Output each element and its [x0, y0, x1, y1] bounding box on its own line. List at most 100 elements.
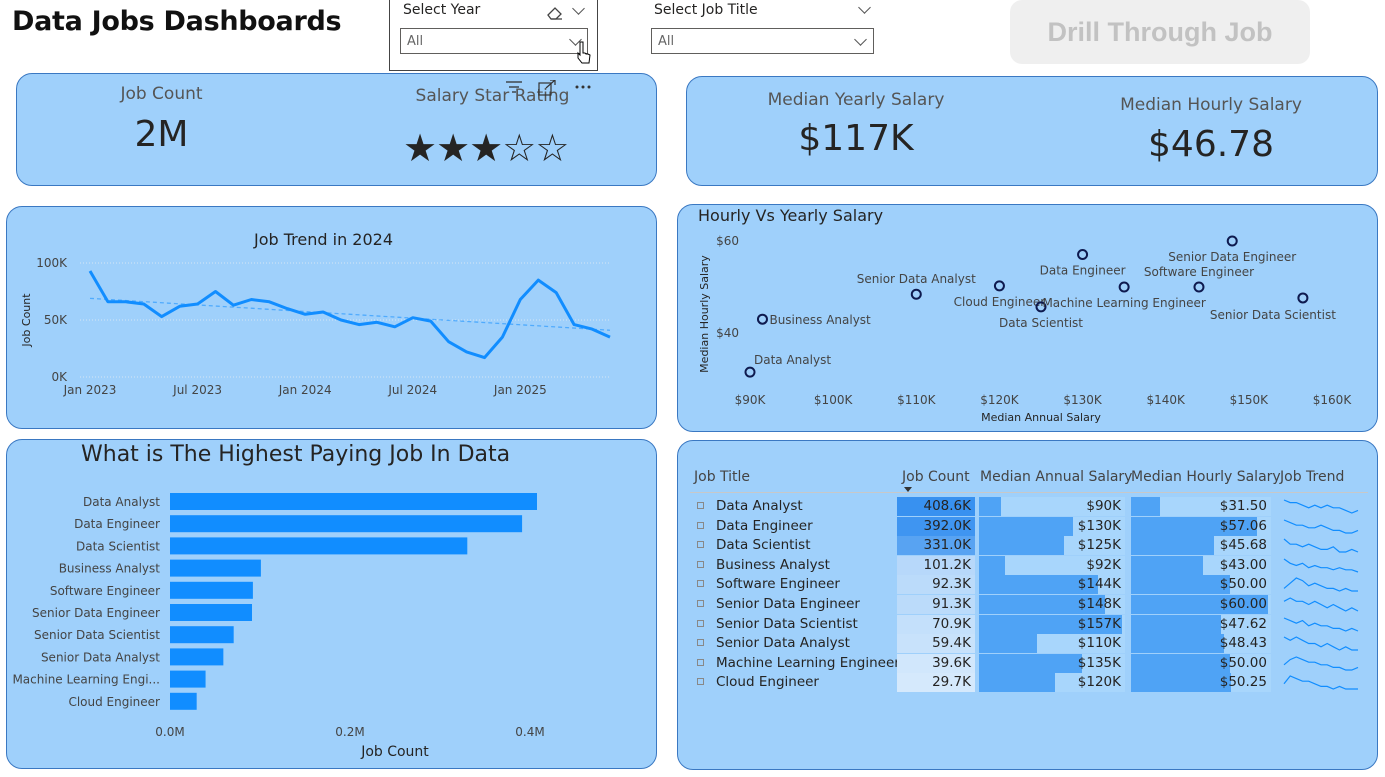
cell-job-trend-sparkline — [1283, 577, 1358, 593]
table-row[interactable]: Senior Data Scientist 70.9K $157K $47.62 — [690, 614, 1370, 634]
y-tick-label: $40 — [716, 326, 739, 340]
scatter-card — [677, 204, 1378, 432]
star-filled-icon: ★ — [436, 126, 470, 170]
star-empty-icon: ☆ — [535, 126, 569, 170]
expand-row-icon[interactable] — [697, 560, 704, 568]
star-filled-icon: ★ — [403, 126, 437, 170]
cell-job-count: 101.2K — [897, 555, 975, 575]
job-title-dropdown[interactable]: All — [651, 28, 874, 54]
scatter-point — [1226, 235, 1238, 247]
cell-median-hourly: $50.25 — [1131, 673, 1271, 693]
cell-job-trend-sparkline — [1283, 617, 1359, 632]
table-row[interactable]: Business Analyst 101.2K $92K $43.00 — [690, 555, 1370, 575]
x-tick-label: $150K — [1230, 393, 1270, 407]
x-tick-label: 0.4M — [515, 725, 544, 739]
job-trend-card — [6, 206, 657, 429]
bar — [170, 692, 197, 710]
expand-row-icon[interactable] — [697, 521, 704, 529]
data-bar — [979, 536, 1065, 556]
cell-job-count: 331.0K — [897, 536, 975, 556]
table-row[interactable]: Data Analyst 408.6K $90K $31.50 — [690, 497, 1370, 516]
sparkline — [1283, 636, 1358, 651]
slicer-collapse-chevron-icon[interactable] — [858, 1, 871, 14]
table-row[interactable]: Machine Learning Engineer 39.6K $135K $50.0… — [690, 653, 1370, 673]
year-dropdown[interactable]: All — [400, 28, 588, 54]
x-tick-label: Jul 2024 — [387, 383, 437, 397]
cell-median-annual-text: $144K — [1077, 576, 1121, 593]
cell-median-annual-text: $110K — [1077, 635, 1121, 652]
cell-median-annual: $125K — [979, 536, 1125, 556]
cell-job-title: Senior Data Engineer — [716, 596, 860, 612]
cell-job-count-text: 91.3K — [932, 596, 971, 612]
sparkline — [1283, 656, 1359, 671]
cell-median-hourly-text: $50.00 — [1219, 654, 1267, 671]
table-row[interactable]: Cloud Engineer 29.7K $120K $50.25 — [690, 673, 1370, 693]
scatter-point — [1193, 281, 1205, 293]
bar — [170, 515, 523, 533]
data-bar — [979, 555, 1005, 575]
cell-median-annual-text: $130K — [1077, 517, 1121, 534]
kpi-card-jobs — [16, 73, 657, 186]
star-filled-icon: ★ — [469, 126, 503, 170]
point-label: Data Scientist — [999, 316, 1083, 330]
expand-row-icon[interactable] — [697, 639, 704, 647]
col-header-median-hourly-salary[interactable]: Median Hourly Salary — [1131, 469, 1281, 485]
x-tick-label: 0.0M — [155, 725, 184, 739]
col-header-job-trend[interactable]: Job Trend — [1280, 469, 1345, 485]
category-label: Data Analyst — [83, 495, 160, 509]
col-header-median-annual-salary[interactable]: Median Annual Salary — [980, 469, 1133, 485]
table-row[interactable]: Data Engineer 392.0K $130K $57.06 — [690, 516, 1370, 536]
job-count-label: Job Count — [120, 84, 203, 104]
year-dropdown-value: All — [407, 34, 424, 49]
eraser-icon[interactable] — [545, 4, 565, 20]
expand-row-icon[interactable] — [697, 600, 704, 607]
table-row[interactable]: Senior Data Engineer 91.3K $148K $60.00 — [690, 595, 1370, 614]
sparkline — [1283, 519, 1359, 534]
category-label: Cloud Engineer — [68, 695, 160, 709]
chevron-down-icon — [854, 33, 867, 46]
table-row[interactable]: Data Scientist 331.0K $125K $45.68 — [690, 536, 1370, 556]
cell-job-trend-sparkline — [1283, 656, 1359, 671]
cell-job-count-text: 92.3K — [932, 576, 971, 593]
sparkline — [1283, 597, 1359, 612]
cell-median-hourly-text: $48.43 — [1219, 635, 1267, 652]
cell-job-count-text: 331.0K — [923, 537, 971, 554]
salary-star-rating: ★★★☆☆ — [403, 126, 569, 170]
x-tick-label: Jan 2025 — [493, 383, 547, 397]
cell-median-hourly: $43.00 — [1131, 555, 1271, 575]
point-label: Senior Data Engineer — [1168, 250, 1296, 264]
series-line — [88, 270, 611, 360]
cell-job-trend-sparkline — [1283, 519, 1359, 534]
focus-mode-icon[interactable] — [538, 80, 556, 96]
cell-job-title: Senior Data Scientist — [716, 615, 858, 632]
expand-row-icon[interactable] — [697, 678, 704, 686]
x-tick-label: $120K — [980, 393, 1020, 407]
x-tick-label: $160K — [1313, 393, 1353, 407]
data-bar — [979, 653, 1083, 673]
job-title-slicer-label: Select Job Title — [654, 2, 758, 18]
filter-icon[interactable] — [505, 80, 523, 94]
slicer-collapse-chevron-icon[interactable] — [572, 2, 585, 15]
cell-median-hourly-text: $50.00 — [1219, 576, 1267, 593]
sparkline — [1283, 617, 1359, 632]
bar — [170, 604, 253, 621]
expand-row-icon[interactable] — [697, 541, 704, 549]
drill-through-button[interactable]: Drill Through Job — [1010, 0, 1310, 64]
data-bar — [1131, 497, 1160, 516]
expand-row-icon[interactable] — [697, 658, 704, 666]
expand-row-icon[interactable] — [697, 619, 704, 627]
cell-job-trend-sparkline — [1283, 636, 1358, 651]
table-row[interactable]: Software Engineer 92.3K $144K $50.00 — [690, 575, 1370, 595]
expand-row-icon[interactable] — [697, 580, 704, 588]
table-row[interactable]: Senior Data Analyst 59.4K $110K $48.43 — [690, 634, 1370, 654]
col-header-job-title[interactable]: Job Title — [694, 469, 751, 485]
cell-median-annual: $110K — [979, 634, 1125, 654]
scatter-point — [993, 280, 1005, 292]
cell-job-count-text: 39.6K — [932, 654, 971, 671]
year-slicer: Select Year All — [389, 0, 598, 71]
x-axis-title: Job Count — [360, 744, 429, 760]
more-options-icon[interactable] — [574, 84, 592, 90]
expand-row-icon[interactable] — [697, 502, 704, 509]
col-header-job-count[interactable]: Job Count — [902, 469, 970, 485]
median-hourly-value: $46.78 — [1148, 124, 1274, 165]
